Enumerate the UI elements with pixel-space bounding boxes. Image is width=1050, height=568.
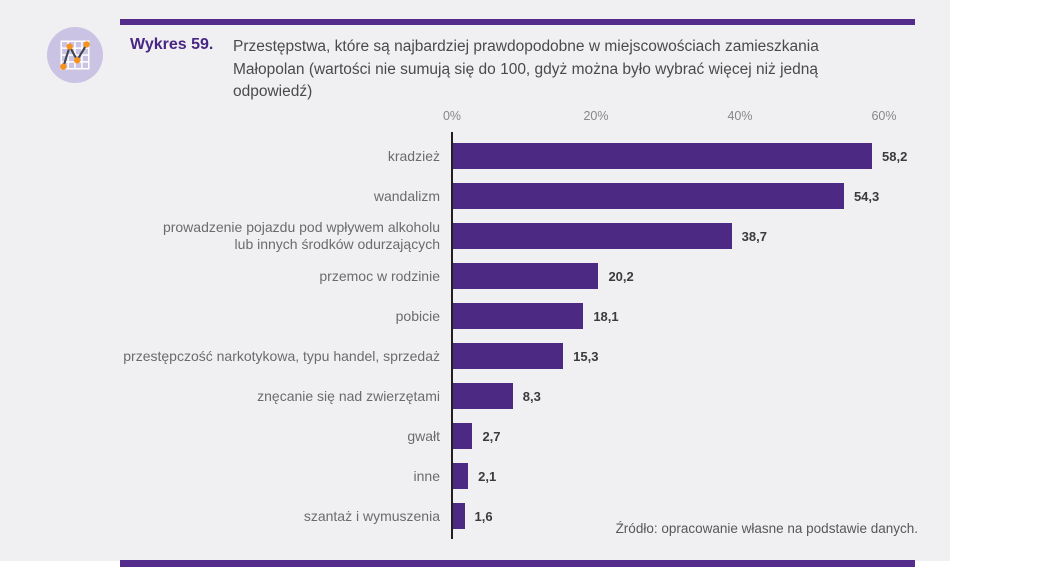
value-label: 54,3 [853, 188, 880, 204]
value-label: 18,1 [593, 308, 619, 324]
y-axis-line [451, 132, 453, 539]
bar-row: kradzież 58,2 [0, 136, 950, 176]
bottom-divider [120, 560, 915, 567]
value-label: 2,7 [482, 428, 501, 444]
bar-row: szantaż i wymuszenia 1,6 [0, 496, 950, 536]
value-label: 38,7 [741, 228, 767, 244]
bar-row: gwałt 2,7 [0, 416, 950, 456]
x-tick-label: 40% [727, 109, 753, 123]
category-label: kradzież [387, 147, 440, 164]
category-label: znęcanie się nad zwierzętami [257, 387, 440, 404]
figure-title-line: odpowiedź) [233, 83, 313, 100]
bar [453, 463, 469, 489]
bar [453, 423, 473, 449]
bar-row: inne 2,1 [0, 456, 950, 496]
bar-row: znęcanie się nad zwierzętami 8,3 [0, 376, 950, 416]
bar [453, 503, 465, 529]
bar [453, 343, 564, 369]
bar-row: pobicie 18,1 [0, 296, 950, 336]
source-note: Źródło: opracowanie własne na podstawie … [615, 521, 918, 536]
x-tick-label: 20% [583, 109, 609, 123]
category-label: inne [413, 467, 440, 484]
bar [453, 223, 732, 249]
value-label: 2,1 [478, 468, 497, 484]
category-label: szantaż i wymuszenia [303, 507, 440, 524]
x-tick-label: 60% [871, 109, 897, 123]
x-tick-label: 0% [442, 109, 462, 123]
bar-row: wandalizm 54,3 [0, 176, 950, 216]
category-label: przestępczość narkotykowa, typu handel, … [123, 347, 440, 364]
value-label: 8,3 [522, 388, 541, 404]
bar-row: przestępczość narkotykowa, typu handel, … [0, 336, 950, 376]
top-divider [120, 19, 915, 25]
figure-title-line: Małopolan (wartości nie sumują się do 10… [233, 60, 818, 78]
figure-number: Wykres 59. [130, 36, 214, 53]
bar-row: prowadzenie pojazdu pod wpływem alkoholu… [0, 216, 950, 256]
category-label: wandalizm [373, 187, 440, 204]
value-label: 58,2 [882, 148, 908, 164]
category-label: przemoc w rodzinie [319, 267, 440, 284]
bar [453, 303, 584, 329]
bar [453, 263, 599, 289]
value-label: 15,3 [573, 348, 599, 364]
value-label: 1,6 [474, 508, 493, 524]
figure-title-line: Przestępstwa, które są najbardziej prawd… [233, 38, 819, 55]
bar [453, 383, 513, 409]
category-label: gwałt [407, 427, 440, 444]
chart-icon-badge [47, 27, 103, 83]
figure-title: Przestępstwa, które są najbardziej prawd… [233, 36, 913, 104]
bar [453, 183, 844, 209]
category-label: pobicie [395, 307, 440, 324]
value-label: 20,2 [608, 268, 634, 284]
category-label: prowadzenie pojazdu pod wpływem alkoholu… [162, 219, 440, 252]
bar-row: przemoc w rodzinie 20,2 [0, 256, 950, 296]
bar [453, 143, 873, 169]
line-chart-icon [60, 40, 90, 70]
